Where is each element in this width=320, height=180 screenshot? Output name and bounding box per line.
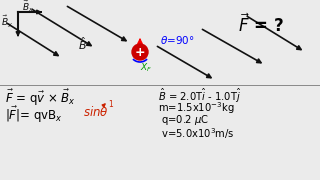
Text: sin$\theta$: sin$\theta$: [83, 105, 109, 119]
Text: $\theta$=90°: $\theta$=90°: [160, 34, 195, 46]
Text: $\vec{B}_y$: $\vec{B}_y$: [1, 14, 13, 30]
Text: +: +: [135, 46, 145, 59]
Text: $X_F$: $X_F$: [140, 62, 152, 74]
Text: q=0.2 $\mu$C: q=0.2 $\mu$C: [158, 113, 209, 127]
Text: v=5.0x10$^3$m/s: v=5.0x10$^3$m/s: [158, 126, 235, 141]
Text: $\vec{F}$ = ?: $\vec{F}$ = ?: [238, 14, 284, 37]
Text: 1: 1: [108, 100, 113, 109]
Text: $\vec{B}_x$: $\vec{B}_x$: [22, 0, 34, 14]
Circle shape: [132, 44, 148, 60]
Text: $\vec{F}$ = q$\vec{v}$ $\times$ $\vec{B}_x$: $\vec{F}$ = q$\vec{v}$ $\times$ $\vec{B}…: [5, 88, 76, 108]
Text: m=1.5x10$^{-3}$kg: m=1.5x10$^{-3}$kg: [158, 100, 235, 116]
Text: |$\vec{F}$|= qvB$_x$: |$\vec{F}$|= qvB$_x$: [5, 105, 63, 125]
Text: $\hat{B}$: $\hat{B}$: [77, 36, 86, 52]
Text: $\hat{B}$ = 2.0T$\hat{i}$ - 1.0T$\hat{j}$: $\hat{B}$ = 2.0T$\hat{i}$ - 1.0T$\hat{j}…: [158, 87, 241, 105]
